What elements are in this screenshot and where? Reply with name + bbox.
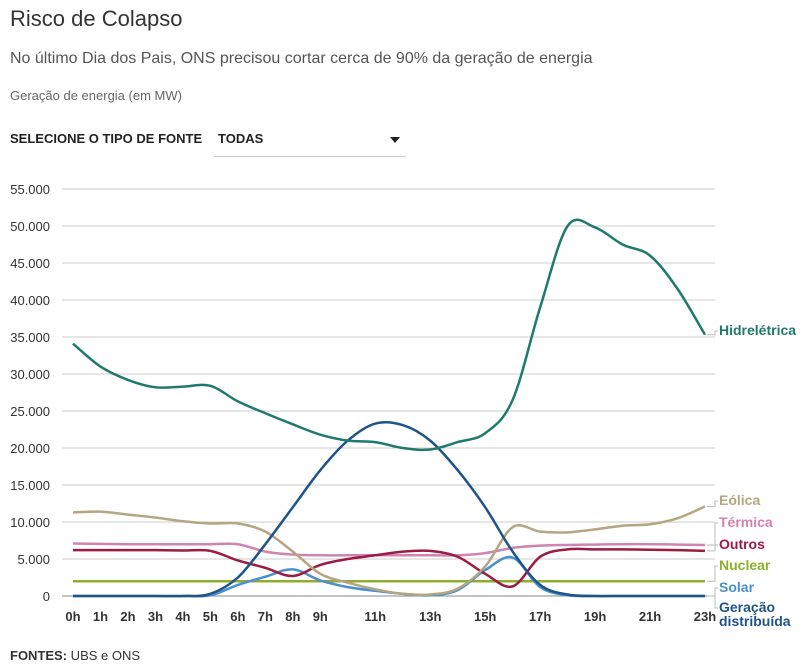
chart-subtitle: No último Dia dos Pais, ONS precisou cor… (10, 50, 593, 67)
chevron-down-icon (390, 137, 400, 143)
series-line-outros (73, 547, 706, 589)
series-label: Geração (719, 599, 775, 615)
x-tick-label: 8h (285, 609, 300, 624)
x-tick-label: 5h (203, 609, 218, 624)
y-tick-label: 35.000 (10, 330, 50, 345)
y-tick-label: 0 (43, 589, 50, 604)
series-label: Solar (719, 579, 755, 595)
label-connector (707, 500, 718, 507)
y-tick-label: 45.000 (10, 256, 50, 271)
y-tick-label: 30.000 (10, 367, 50, 382)
y-tick-label: 25.000 (10, 404, 50, 419)
x-tick-label: 7h (258, 609, 273, 624)
series-label: distribuída (719, 613, 791, 629)
y-tick-label: 5.000 (17, 552, 50, 567)
sources-text: UBS e ONS (67, 648, 141, 663)
x-tick-label: 15h (474, 609, 496, 624)
label-connector (707, 595, 718, 609)
x-tick-label: 1h (93, 609, 108, 624)
series-label: Térmica (719, 514, 773, 530)
chart-title: Risco de Colapso (10, 6, 183, 31)
label-connector (707, 522, 718, 546)
y-tick-label: 50.000 (10, 219, 50, 234)
y-tick-label: 10.000 (10, 515, 50, 530)
x-tick-label: 4h (175, 609, 190, 624)
y-tick-label: 15.000 (10, 478, 50, 493)
x-tick-label: 9h (313, 609, 328, 624)
series-label: Nuclear (719, 557, 771, 573)
label-connector (707, 330, 718, 336)
label-connector (707, 565, 718, 582)
label-connector (707, 587, 718, 597)
sources: FONTES: UBS e ONS (10, 648, 140, 663)
select-value: TODAS (218, 131, 264, 146)
unit-label: Geração de energia (em MW) (10, 88, 182, 103)
x-tick-label: 2h (120, 609, 135, 624)
y-tick-label: 55.000 (10, 182, 50, 197)
x-tick-label: 11h (364, 609, 386, 624)
series-line-solar (72, 555, 705, 598)
x-tick-label: 19h (584, 609, 606, 624)
x-tick-label: 3h (148, 609, 163, 624)
series-line-hidrelétrica (72, 218, 707, 452)
series-label: Hidrelétrica (719, 322, 796, 338)
x-tick-label: 23h (694, 609, 716, 624)
filter-label: SELECIONE O TIPO DE FONTE (10, 131, 203, 146)
x-tick-label: 6h (230, 609, 245, 624)
series-label: Eólica (719, 492, 760, 508)
label-connector (707, 544, 718, 552)
y-tick-label: 20.000 (10, 441, 50, 456)
x-tick-label: 21h (639, 609, 661, 624)
series-line-geração-distribuída (72, 420, 705, 598)
series-line-eólica (72, 505, 706, 597)
source-type-select[interactable]: TODAS (214, 126, 406, 157)
x-tick-label: 17h (529, 609, 551, 624)
x-tick-label: 13h (419, 609, 441, 624)
x-tick-label: 0h (65, 609, 80, 624)
series-line-térmica (72, 542, 706, 557)
sources-label: FONTES: (10, 648, 68, 663)
y-tick-label: 40.000 (10, 293, 50, 308)
series-label: Outros (719, 536, 765, 552)
